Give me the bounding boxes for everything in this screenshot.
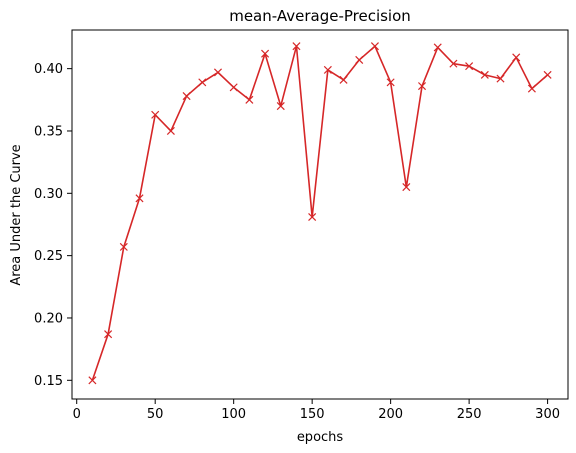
y-tick-label: 0.25 (34, 249, 63, 264)
plot-area (88, 42, 552, 385)
y-tick-label: 0.30 (34, 187, 63, 202)
y-axis-label: Area Under the Curve (9, 144, 24, 285)
y-axis: 0.15 0.20 0.25 0.30 0.35 0.40 (34, 62, 72, 389)
data-point-marker (527, 84, 536, 93)
y-tick-label: 0.20 (34, 311, 63, 326)
data-point-marker (449, 59, 458, 68)
data-point-marker (402, 183, 411, 192)
data-point-marker (386, 78, 395, 87)
x-tick-label: 300 (535, 407, 560, 422)
data-point-marker (512, 53, 521, 62)
data-point-marker (433, 43, 442, 52)
data-point-marker (119, 242, 128, 251)
data-point-marker (418, 82, 427, 91)
x-axis: 0 50 100 150 200 250 300 (73, 399, 560, 422)
data-point-marker (261, 49, 270, 58)
data-point-marker (229, 83, 238, 92)
data-point-marker (543, 70, 552, 79)
chart-title: mean-Average-Precision (229, 7, 411, 25)
x-axis-label: epochs (297, 430, 344, 445)
data-point-marker (182, 92, 191, 101)
data-point-marker (480, 70, 489, 79)
y-tick-label: 0.40 (34, 62, 63, 77)
data-point-marker (323, 65, 332, 74)
y-tick-label: 0.35 (34, 124, 63, 139)
data-point-marker (166, 126, 175, 136)
x-tick-label: 0 (73, 407, 81, 422)
x-tick-label: 100 (221, 407, 246, 422)
plot-frame (71, 29, 569, 400)
data-point-marker (88, 376, 97, 385)
data-point-marker (245, 95, 254, 104)
data-point-marker (339, 75, 348, 84)
data-point-marker (135, 194, 144, 203)
y-tick-label: 0.15 (34, 374, 63, 389)
x-tick-label: 250 (457, 407, 482, 422)
data-point-marker (104, 330, 113, 339)
series-line (91, 45, 549, 381)
x-tick-label: 200 (378, 407, 403, 422)
x-tick-label: 150 (300, 407, 325, 422)
data-point-marker (276, 102, 285, 111)
data-point-marker (496, 74, 505, 83)
data-point-marker (292, 42, 301, 51)
data-point-marker (198, 78, 207, 87)
data-point-marker (151, 110, 160, 119)
x-tick-label: 50 (147, 407, 164, 422)
data-point-marker (308, 212, 317, 222)
data-point-marker (355, 55, 364, 64)
data-point-marker (370, 42, 379, 51)
data-point-marker (213, 68, 222, 77)
data-point-marker (465, 62, 474, 71)
